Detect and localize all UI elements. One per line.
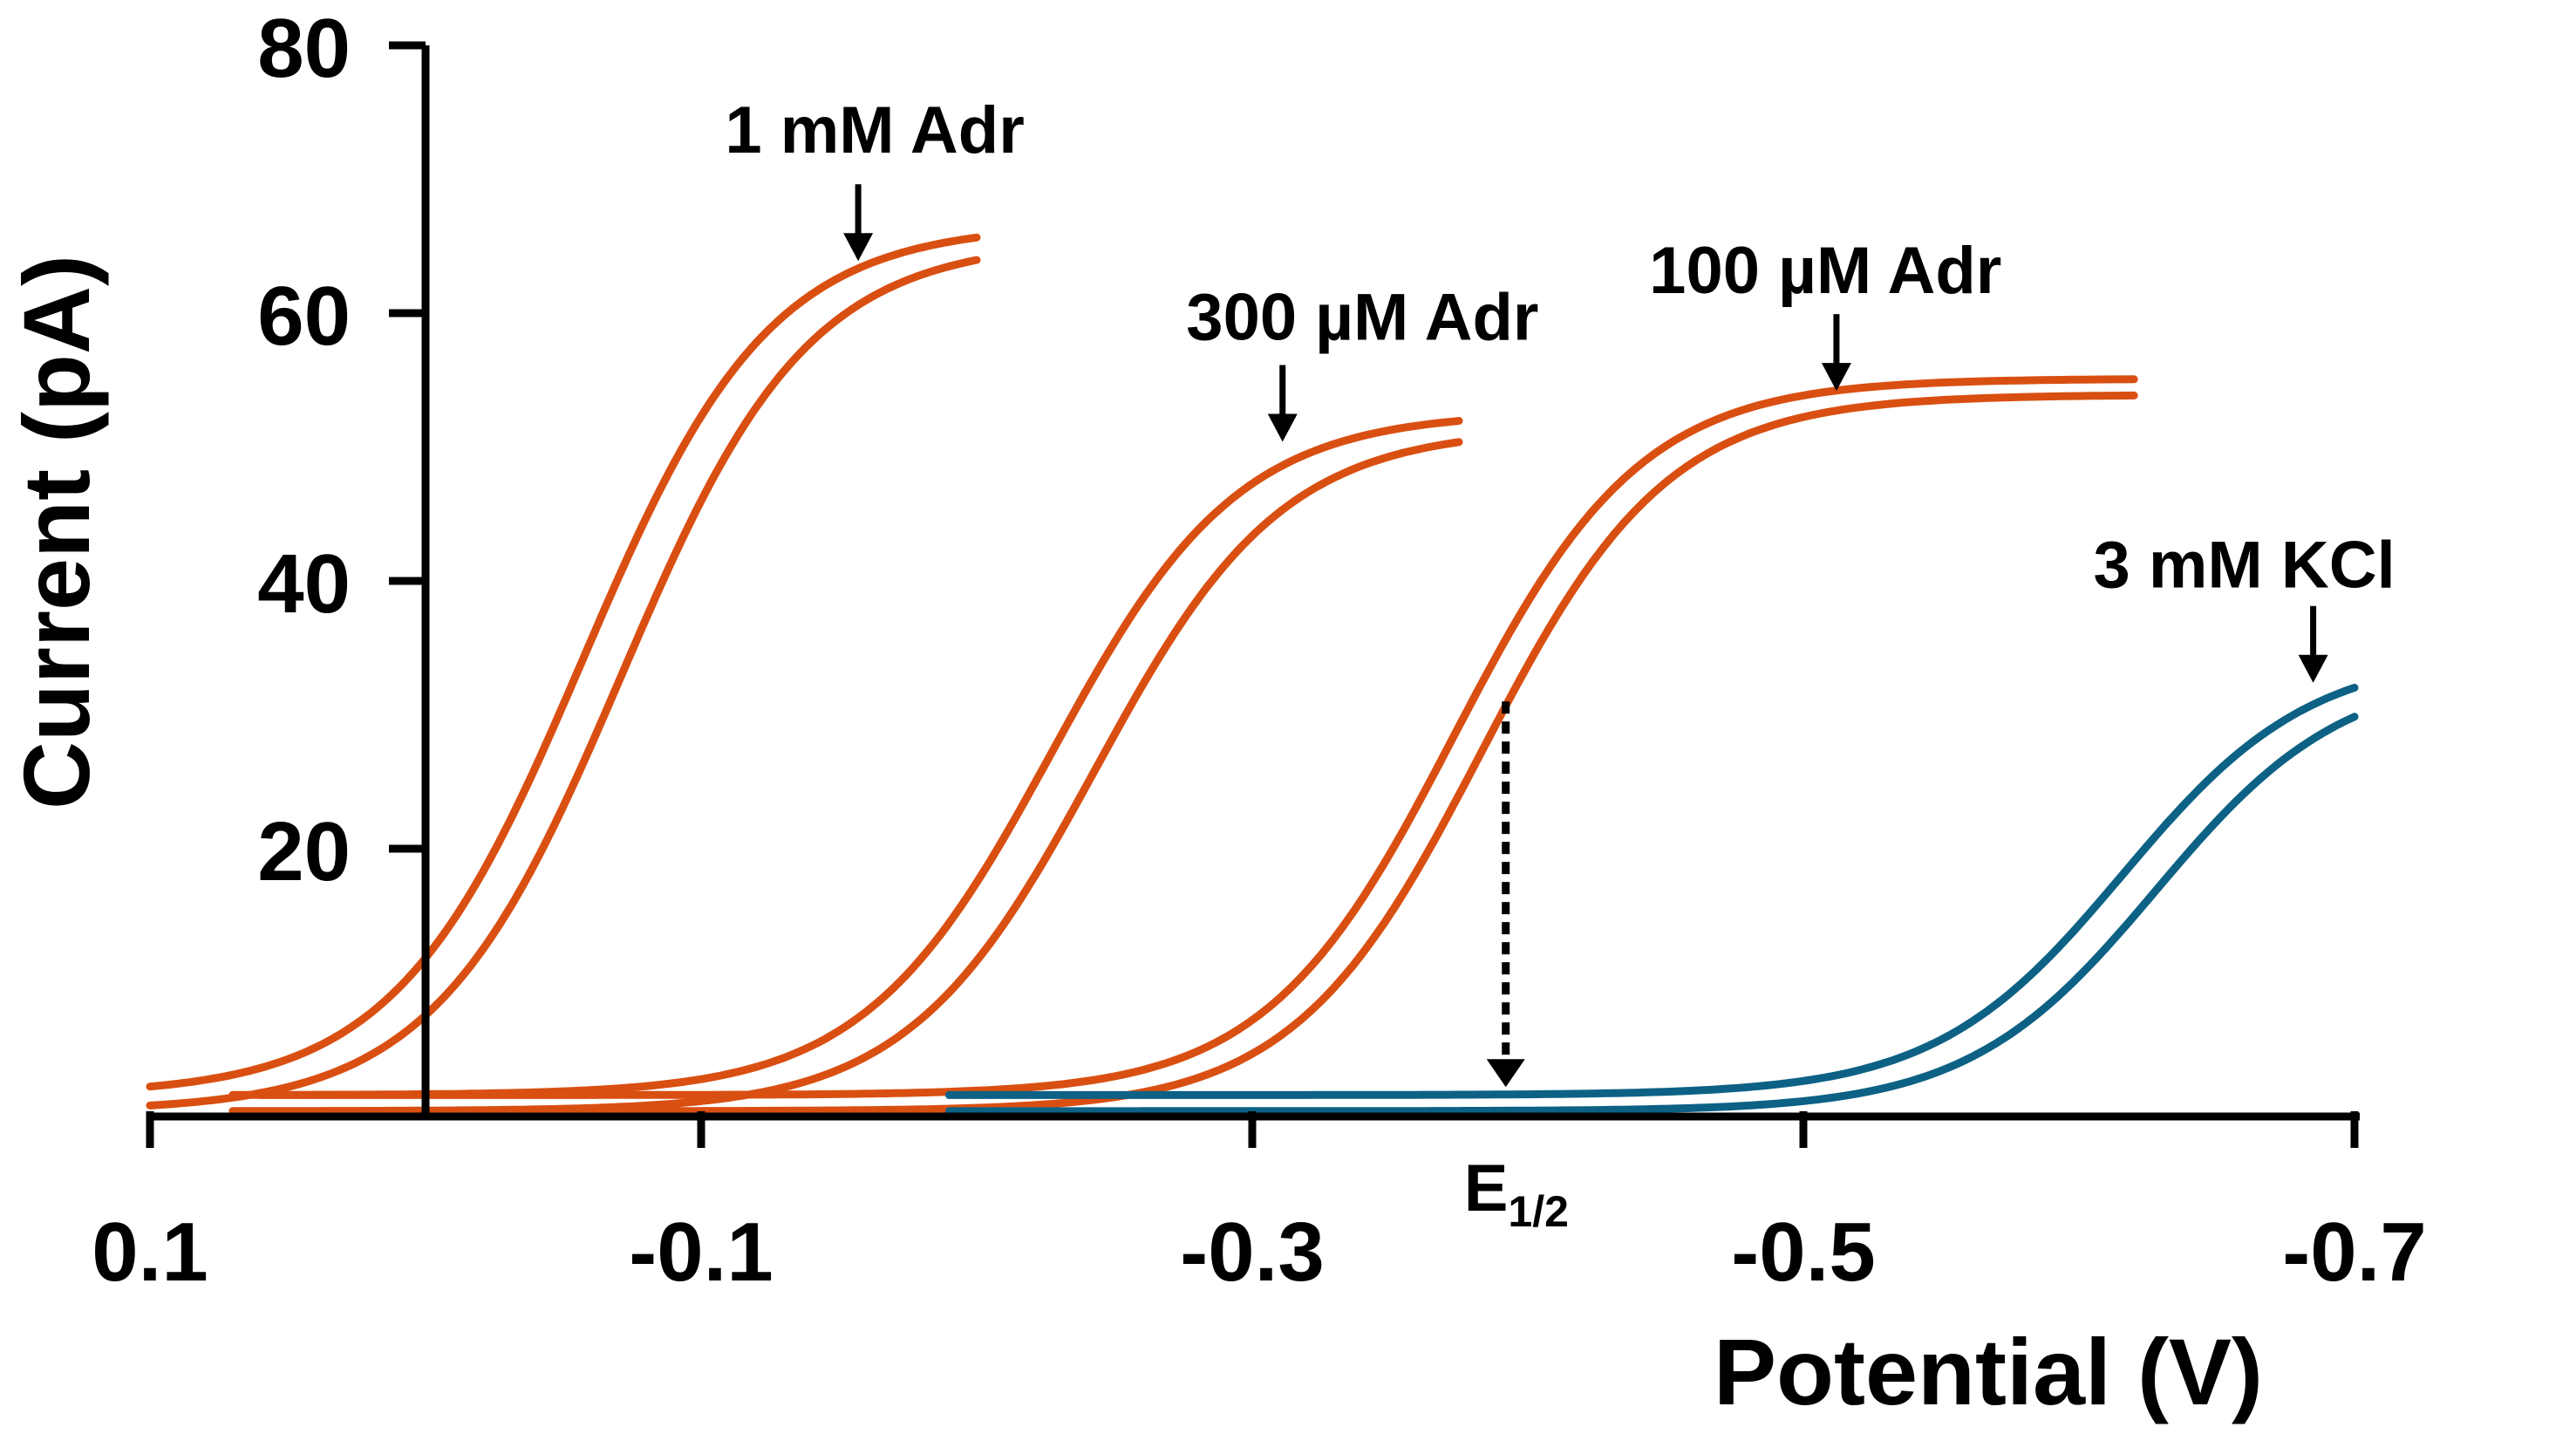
series-3-reverse-line [944, 683, 2359, 1099]
series-0 [146, 233, 981, 1110]
series-1-arrow-head [1267, 413, 1298, 442]
series-0-forward-line [146, 256, 981, 1110]
e-half-arrow-head [1486, 1059, 1525, 1088]
series-1 [228, 417, 1463, 1116]
curves [146, 233, 2359, 1116]
axes: 0.1 -0.1 -0.3 -0.5 -0.7 20 40 60 80 [92, 2, 2426, 1299]
annotations: 1 mM Adr 300 µM Adr 100 µM Adr 3 mM KCl E1/2 [725, 93, 2395, 1236]
e-half-subscript: 1/2 [1508, 1187, 1569, 1236]
x-tick-label: -0.5 [1731, 1205, 1875, 1299]
series-1-label: 300 µM Adr [1186, 281, 1538, 355]
x-tick-label: -0.7 [2282, 1205, 2426, 1299]
series-3-arrow [2298, 605, 2328, 683]
y-tick-label: 20 [257, 805, 351, 898]
x-tick-label: -0.3 [1180, 1205, 1324, 1299]
series-2-arrow-head [1821, 363, 1851, 392]
e-half-arrow [1486, 701, 1525, 1088]
y-axis-label: Current (pA) [3, 255, 109, 809]
y-tick-label: 40 [257, 537, 351, 631]
y-tick-label: 60 [257, 270, 351, 363]
x-axis-label: Potential (V) [1714, 1319, 2263, 1424]
series-3-forward-line [944, 713, 2359, 1116]
series-2-forward-line [256, 391, 2138, 1116]
series-0-reverse-line [146, 233, 981, 1091]
series-0-arrow [843, 184, 874, 262]
series-0-arrow-head [843, 233, 874, 262]
series-2-reverse-line [256, 375, 2138, 1099]
series-2 [256, 375, 2138, 1116]
series-3 [944, 683, 2359, 1116]
e-half-label: E1/2 [1464, 1151, 1569, 1236]
series-2-label: 100 µM Adr [1649, 234, 2001, 308]
series-1-reverse-line [228, 417, 1463, 1099]
series-0-label: 1 mM Adr [725, 93, 1024, 167]
series-1-forward-line [228, 438, 1463, 1116]
x-tick-label: -0.1 [629, 1205, 773, 1299]
series-2-arrow [1821, 314, 1851, 392]
series-3-label: 3 mM KCl [2093, 529, 2395, 603]
series-3-arrow-head [2298, 654, 2328, 683]
x-tick-label: 0.1 [92, 1205, 208, 1299]
series-1-arrow [1267, 365, 1298, 442]
y-tick-label: 80 [257, 2, 351, 95]
